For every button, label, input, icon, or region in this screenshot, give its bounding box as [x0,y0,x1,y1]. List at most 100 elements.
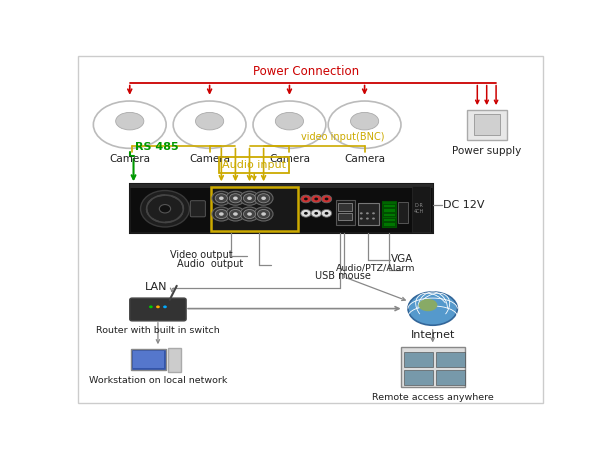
Text: Camera: Camera [189,154,230,164]
Circle shape [325,212,328,215]
Ellipse shape [253,101,326,148]
FancyBboxPatch shape [338,203,352,211]
FancyBboxPatch shape [436,352,465,368]
Text: Workstation on local network: Workstation on local network [88,376,227,385]
Circle shape [247,197,252,200]
Ellipse shape [350,112,379,130]
Circle shape [141,191,190,227]
Circle shape [215,209,227,218]
Circle shape [301,209,311,217]
FancyBboxPatch shape [130,184,433,233]
Circle shape [366,217,369,220]
Circle shape [212,207,231,221]
FancyBboxPatch shape [384,204,395,207]
Ellipse shape [116,112,144,130]
FancyBboxPatch shape [404,352,433,368]
Text: LAN: LAN [145,282,167,292]
FancyBboxPatch shape [382,201,396,227]
FancyBboxPatch shape [130,184,433,188]
Circle shape [156,305,160,308]
FancyBboxPatch shape [384,208,395,212]
Ellipse shape [328,101,401,148]
Circle shape [372,212,375,214]
FancyBboxPatch shape [384,213,395,217]
Ellipse shape [419,299,438,311]
FancyBboxPatch shape [384,222,395,226]
FancyBboxPatch shape [336,200,355,224]
FancyBboxPatch shape [131,349,166,370]
Ellipse shape [93,101,166,148]
Circle shape [366,212,369,214]
Text: Audio input: Audio input [222,160,286,170]
FancyBboxPatch shape [398,202,408,223]
Circle shape [212,191,231,205]
Text: Video output: Video output [170,250,232,260]
Circle shape [372,217,375,220]
FancyBboxPatch shape [473,114,500,135]
Circle shape [149,305,153,308]
Circle shape [215,194,227,203]
Text: Remote access anywhere: Remote access anywhere [372,393,493,402]
Circle shape [261,212,266,216]
Text: Power Connection: Power Connection [253,66,359,78]
Circle shape [219,197,224,200]
Circle shape [321,195,331,203]
Circle shape [304,197,308,200]
Circle shape [226,191,245,205]
Circle shape [304,212,308,215]
Text: VGA: VGA [391,253,414,263]
FancyBboxPatch shape [467,110,507,140]
Circle shape [240,207,259,221]
Text: Internet: Internet [410,330,455,340]
Circle shape [233,212,238,216]
Circle shape [244,194,256,203]
Text: RS 485: RS 485 [135,142,179,152]
Ellipse shape [196,112,224,130]
Circle shape [240,191,259,205]
Text: DC 12V: DC 12V [443,200,485,210]
FancyBboxPatch shape [168,348,181,372]
Circle shape [311,209,321,217]
FancyBboxPatch shape [384,217,395,221]
Circle shape [247,212,252,216]
FancyBboxPatch shape [411,186,430,232]
FancyBboxPatch shape [401,347,465,388]
Circle shape [258,209,270,218]
Circle shape [311,195,321,203]
Text: Camera: Camera [344,154,385,164]
Circle shape [315,197,318,200]
Text: Audio  output: Audio output [177,259,243,269]
Ellipse shape [275,112,304,130]
Circle shape [301,195,311,203]
Circle shape [229,194,242,203]
FancyBboxPatch shape [210,187,298,231]
Text: D-R
4CH: D-R 4CH [413,203,424,214]
Text: Camera: Camera [109,154,150,164]
Text: Audio/PTZ/Alarm: Audio/PTZ/Alarm [336,264,416,273]
Text: Power supply: Power supply [452,146,521,156]
Ellipse shape [408,292,458,325]
FancyBboxPatch shape [436,369,465,385]
Ellipse shape [173,101,246,148]
Text: USB mouse: USB mouse [315,271,371,281]
Circle shape [360,217,363,220]
FancyBboxPatch shape [404,369,433,385]
Circle shape [325,197,328,200]
FancyBboxPatch shape [338,212,352,220]
Circle shape [255,191,273,205]
Circle shape [360,212,363,214]
FancyBboxPatch shape [190,201,205,217]
Circle shape [315,212,318,215]
FancyBboxPatch shape [133,351,164,368]
Circle shape [159,205,171,213]
Circle shape [233,197,238,200]
Circle shape [258,194,270,203]
Circle shape [219,212,224,216]
Circle shape [226,207,245,221]
Circle shape [229,209,242,218]
Text: Camera: Camera [269,154,310,164]
Text: Router with built in switch: Router with built in switch [96,326,220,335]
Circle shape [255,207,273,221]
Circle shape [321,209,331,217]
FancyBboxPatch shape [358,203,379,224]
